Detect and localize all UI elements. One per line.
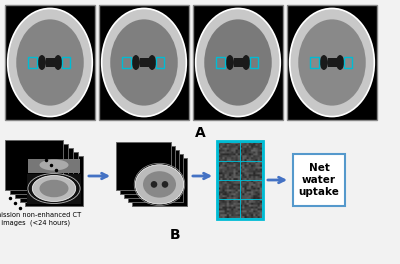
Bar [240, 199, 262, 218]
Bar [128, 154, 183, 202]
Ellipse shape [40, 159, 68, 171]
Bar [156, 57, 164, 68]
Bar [62, 57, 70, 68]
Bar [25, 156, 83, 206]
Text: A: A [195, 126, 205, 140]
Bar [122, 57, 130, 68]
Bar [124, 150, 179, 198]
Ellipse shape [196, 8, 280, 116]
Bar [120, 146, 175, 194]
Bar [116, 142, 171, 190]
Ellipse shape [336, 55, 344, 70]
Ellipse shape [135, 165, 184, 204]
Bar [328, 58, 336, 67]
Bar [310, 57, 318, 68]
Bar [218, 142, 240, 161]
Bar [193, 5, 283, 120]
Ellipse shape [151, 181, 157, 188]
Bar [140, 58, 148, 67]
Text: B: B [170, 228, 180, 242]
Bar [234, 58, 242, 67]
Ellipse shape [298, 19, 366, 106]
Bar [5, 5, 95, 120]
FancyBboxPatch shape [293, 154, 345, 206]
Bar [218, 199, 240, 218]
Bar [193, 5, 283, 120]
Ellipse shape [204, 19, 272, 106]
Text: Net
water
uptake: Net water uptake [298, 163, 340, 197]
Ellipse shape [148, 55, 156, 70]
Ellipse shape [16, 19, 84, 106]
Text: Admission non-enhanced CT
  images  (<24 hours): Admission non-enhanced CT images (<24 ho… [0, 212, 82, 225]
Bar [46, 58, 54, 67]
Ellipse shape [102, 8, 186, 116]
Ellipse shape [226, 55, 234, 70]
Ellipse shape [32, 176, 76, 201]
Bar [28, 57, 36, 68]
Ellipse shape [143, 171, 176, 197]
Bar [132, 158, 187, 206]
Ellipse shape [38, 55, 46, 70]
Ellipse shape [8, 8, 92, 116]
Bar [240, 161, 262, 180]
Bar [27, 173, 81, 204]
Bar [5, 5, 95, 120]
Ellipse shape [290, 8, 374, 116]
Bar [287, 5, 377, 120]
Ellipse shape [54, 55, 62, 70]
Bar [218, 161, 240, 180]
Bar [216, 57, 224, 68]
Bar [240, 180, 262, 199]
Bar [344, 57, 352, 68]
Ellipse shape [110, 19, 178, 106]
Ellipse shape [40, 180, 68, 197]
Ellipse shape [162, 181, 168, 188]
Ellipse shape [242, 55, 250, 70]
Bar [28, 159, 80, 173]
Bar [250, 57, 258, 68]
Bar [217, 141, 263, 219]
Bar [99, 5, 189, 120]
Bar [287, 5, 377, 120]
Bar [218, 180, 240, 199]
Bar [99, 5, 189, 120]
Bar [240, 142, 262, 161]
Ellipse shape [320, 55, 328, 70]
Bar [20, 152, 78, 202]
Bar [5, 140, 63, 190]
Ellipse shape [132, 55, 140, 70]
Bar [10, 144, 68, 194]
Bar [15, 148, 73, 198]
